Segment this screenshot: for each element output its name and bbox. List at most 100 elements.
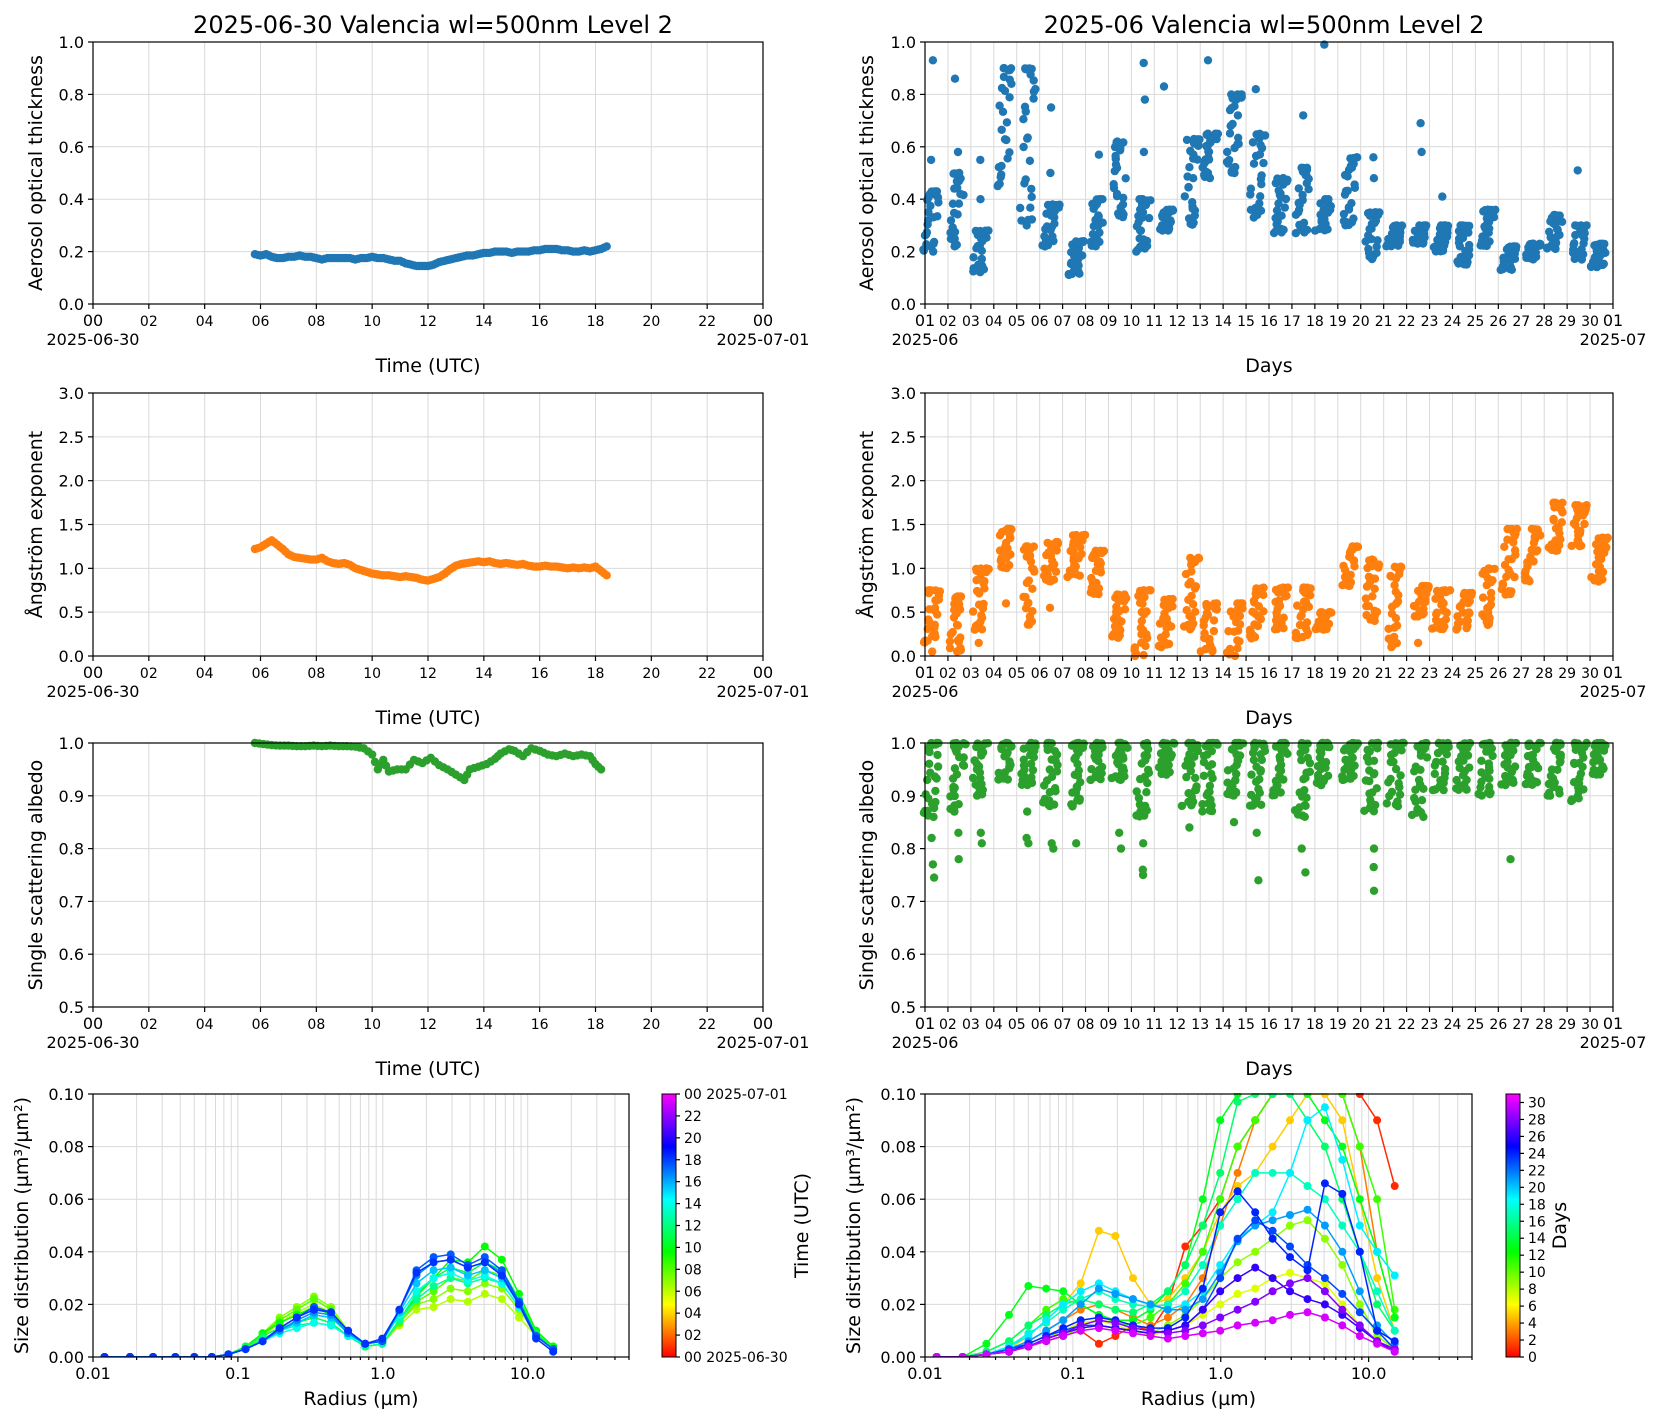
- monthly-size-series-point: [1303, 1116, 1312, 1125]
- daily-size-x-label: Radius (µm): [303, 1388, 418, 1410]
- monthly-aod-point: [1350, 180, 1359, 189]
- monthly-size-series-point: [1338, 1221, 1347, 1230]
- monthly-ang-point: [1200, 629, 1209, 638]
- monthly-size-series-point: [1286, 1168, 1294, 1177]
- monthly-ang-y-tick-label: 1.0: [891, 559, 916, 578]
- right-colorbar-tick-label: 12: [1528, 1248, 1546, 1264]
- monthly-ssa-point: [1369, 844, 1379, 853]
- monthly-aod-point: [1022, 134, 1032, 143]
- monthly-ang-point: [968, 607, 978, 616]
- monthly-aod-y-tick-label: 1.0: [891, 33, 916, 52]
- monthly-size-series-point: [1181, 1305, 1190, 1314]
- monthly-ssa-x-tick-label: 28: [1535, 1017, 1553, 1033]
- monthly-aod-point: [1027, 215, 1037, 224]
- daily-ssa-y-tick-label: 1.0: [59, 734, 84, 753]
- monthly-aod-x-tick-label: 18: [1306, 314, 1324, 330]
- monthly-ang-point: [1361, 594, 1371, 603]
- monthly-aod-point: [1246, 184, 1256, 193]
- monthly-ssa-point: [1198, 807, 1207, 816]
- monthly-ssa-point: [1027, 773, 1036, 782]
- monthly-ang-point: [926, 586, 935, 595]
- monthly-size-y-tick-label: 0.02: [880, 1295, 916, 1314]
- monthly-ssa-point: [1207, 746, 1217, 756]
- monthly-ang-point: [977, 611, 986, 620]
- monthly-aod-point: [1159, 82, 1169, 91]
- monthly-ssa-point: [928, 860, 938, 869]
- monthly-aod-point: [946, 216, 956, 225]
- daily-aod-x-end-date: 2025-07-01: [717, 330, 810, 349]
- daily-size-series-point: [361, 1339, 370, 1348]
- monthly-ang-point: [1293, 601, 1302, 610]
- monthly-ssa-point: [1097, 762, 1107, 772]
- monthly-ssa-point: [933, 750, 942, 760]
- monthly-ang-point: [945, 637, 955, 646]
- monthly-size-series-point: [1338, 1305, 1347, 1314]
- monthly-ang-point: [1326, 608, 1335, 617]
- monthly-aod-point: [1491, 205, 1500, 214]
- monthly-ang-x-tick-label: 02: [939, 666, 957, 682]
- monthly-ang-point: [1226, 607, 1236, 616]
- monthly-ang-point: [1209, 616, 1219, 625]
- monthly-ssa-point: [1417, 796, 1427, 805]
- monthly-ang-point: [1486, 600, 1496, 609]
- monthly-ssa-point: [1341, 755, 1350, 765]
- monthly-aod-point: [1189, 150, 1198, 159]
- monthly-aod-point: [1183, 172, 1192, 181]
- monthly-ang-point: [1364, 572, 1374, 581]
- monthly-size-series-point: [1163, 1334, 1172, 1343]
- monthly-ssa-points: [919, 738, 1610, 895]
- daily-ssa-x-start-date: 2025-06-30: [47, 1033, 140, 1052]
- monthly-size-y-tick-label: 0.00: [880, 1348, 916, 1367]
- monthly-ssa-point: [1501, 771, 1510, 781]
- monthly-ang-point: [1182, 606, 1191, 615]
- monthly-aod-point: [1162, 205, 1172, 215]
- daily-ssa-point: [368, 750, 377, 759]
- monthly-ang-point: [1574, 501, 1583, 510]
- monthly-aod-point: [1280, 203, 1290, 212]
- monthly-ssa-y-tick-label: 1.0: [891, 734, 916, 753]
- monthly-ang-point: [1478, 593, 1488, 602]
- monthly-size-series-point: [1390, 1313, 1399, 1322]
- monthly-size-series-point: [1216, 1300, 1225, 1309]
- monthly-size-series-point: [1320, 1195, 1329, 1204]
- right-colorbar-tick-label: 28: [1528, 1112, 1546, 1128]
- monthly-aod-point: [1043, 200, 1053, 210]
- monthly-ssa-point: [971, 780, 980, 789]
- monthly-ssa-point: [1134, 793, 1144, 803]
- monthly-size-series-point: [1163, 1313, 1172, 1322]
- monthly-size-series-point: [1129, 1274, 1137, 1283]
- monthly-ang-point: [1043, 538, 1052, 548]
- monthly-aod-point: [1184, 183, 1193, 192]
- daily-aod-x-tick-label: 08: [307, 314, 325, 330]
- monthly-ang-point: [1224, 627, 1233, 636]
- daily-size-y-tick-label: 0.08: [48, 1138, 84, 1157]
- monthly-aod-x-tick-label: 14: [1214, 314, 1232, 330]
- monthly-ang-point: [1464, 608, 1474, 617]
- right-colorbar-tick-label: 0: [1528, 1350, 1537, 1366]
- monthly-ang-y-tick-label: 2.5: [891, 428, 916, 447]
- left-colorbar-tick-label: 20: [684, 1131, 702, 1147]
- monthly-aod-point: [1203, 129, 1213, 138]
- monthly-size-series-point: [1373, 1326, 1382, 1335]
- monthly-ang-point: [1431, 615, 1441, 625]
- daily-ssa-x-tick-label: 18: [587, 1017, 605, 1033]
- monthly-ang-x-tick-label: 09: [1100, 666, 1118, 682]
- daily-size-series-point: [463, 1287, 472, 1296]
- monthly-aod-point: [1003, 154, 1012, 163]
- monthly-ssa-point: [1366, 795, 1375, 805]
- monthly-aod-x-tick-label: 24: [1444, 314, 1462, 330]
- monthly-ang-point: [1087, 573, 1096, 583]
- monthly-size-x-tick-label: 1.0: [1208, 1364, 1233, 1383]
- monthly-ang-x-start-date: 2025-06: [892, 682, 959, 701]
- daily-size-series-point: [446, 1255, 455, 1264]
- monthly-ssa-x-tick-label: 14: [1214, 1017, 1232, 1033]
- monthly-size-series-point: [1303, 1216, 1312, 1225]
- monthly-aod-point: [928, 56, 938, 65]
- monthly-size-series-point: [1320, 1313, 1329, 1322]
- monthly-ang-point: [1005, 561, 1014, 570]
- monthly-size-y-label: Size distribution (µm³/µm²): [843, 1097, 865, 1354]
- daily-ssa-x-end-date: 2025-07-01: [717, 1033, 810, 1052]
- monthly-ang-point: [1186, 577, 1195, 586]
- monthly-ssa-point: [954, 828, 963, 837]
- monthly-ssa-point: [1369, 862, 1378, 872]
